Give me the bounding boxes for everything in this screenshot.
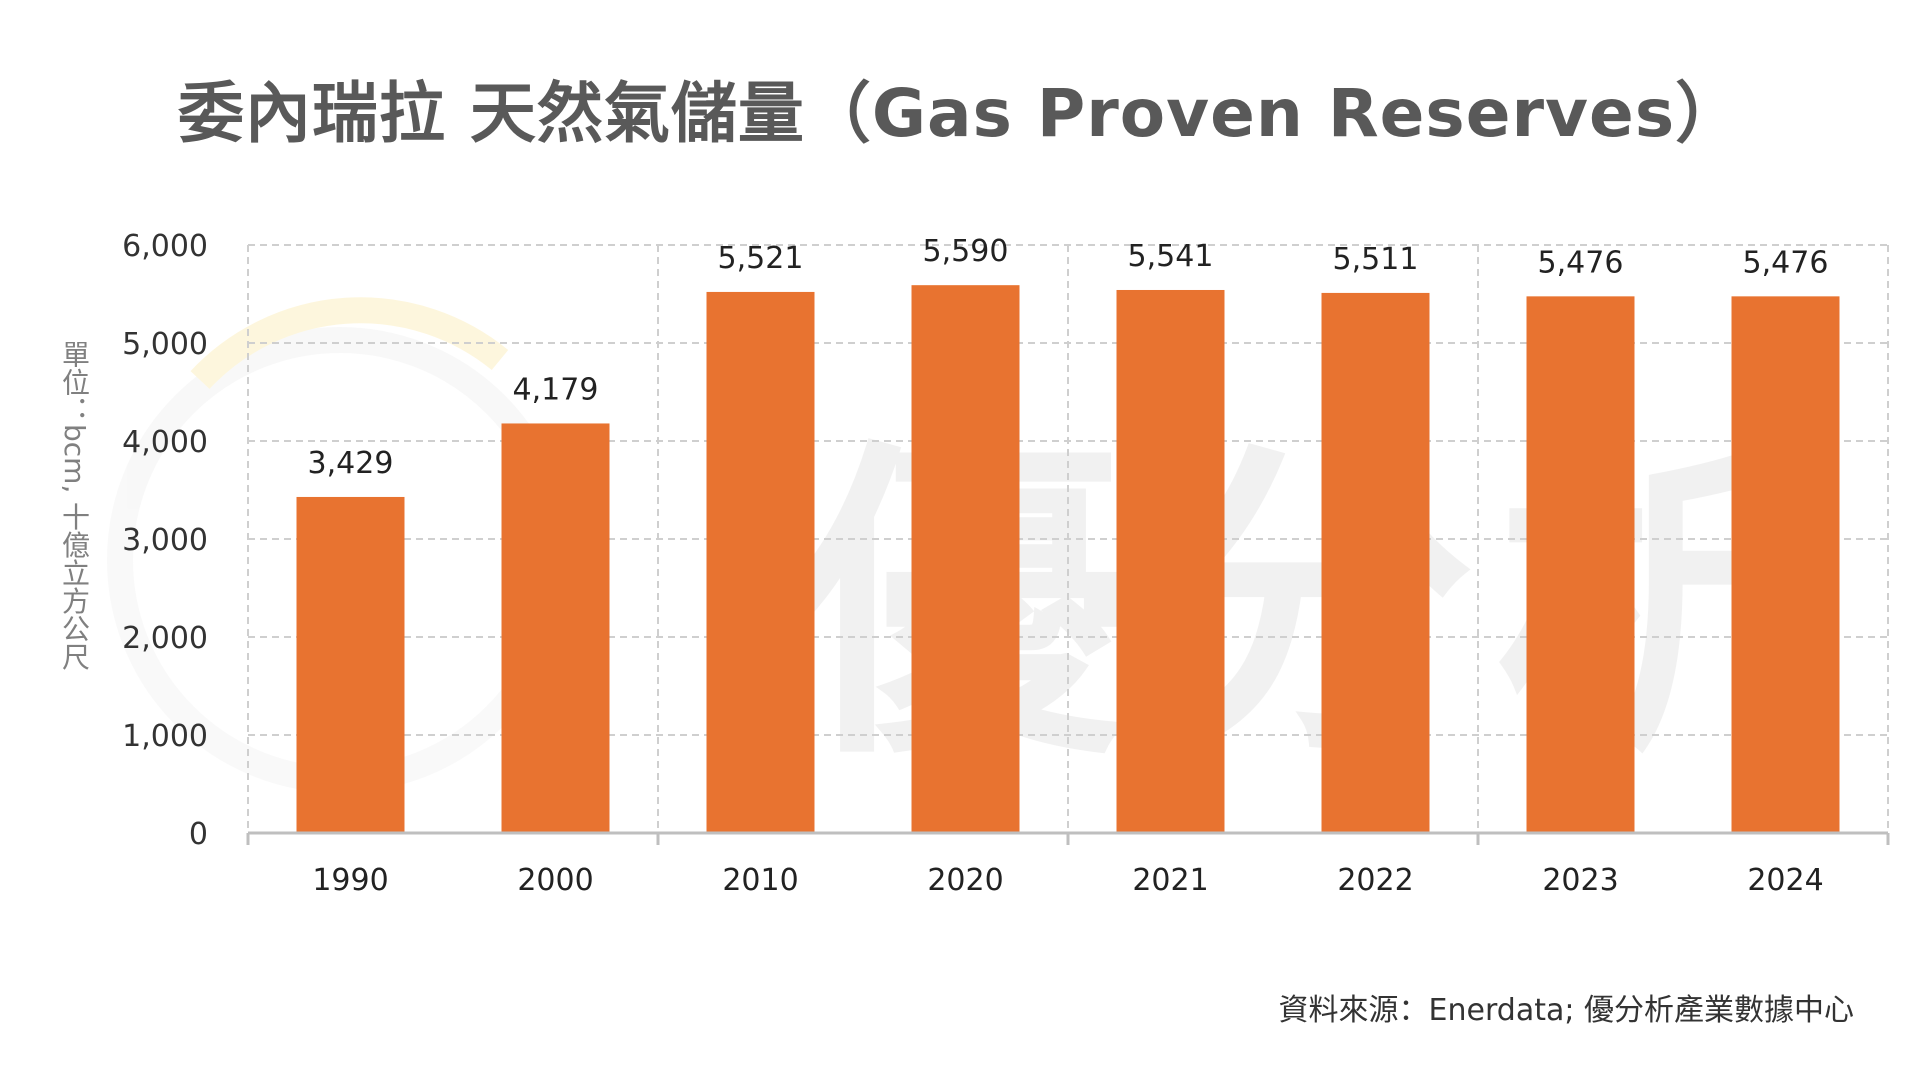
x-tick-label: 2022	[1337, 863, 1413, 898]
bar-1990	[296, 496, 405, 833]
bar-2000	[501, 423, 610, 833]
data-label-2024: 5,476	[1743, 245, 1829, 280]
data-label-2021: 5,541	[1128, 239, 1214, 274]
bar-2021	[1116, 289, 1225, 833]
x-tick-label: 2020	[927, 863, 1003, 898]
data-label-2000: 4,179	[513, 372, 599, 407]
x-tick-label: 2021	[1132, 863, 1208, 898]
x-tick-label: 2024	[1747, 863, 1823, 898]
data-label-2022: 5,511	[1333, 242, 1419, 277]
bar-2020	[911, 285, 1020, 833]
y-tick-label: 0	[189, 817, 208, 852]
axes: 0 1,000 2,000 3,000 4,000 5,000 6,000 1990 2000 2…	[122, 229, 1890, 898]
watermark-arc-accent	[190, 297, 509, 389]
data-label-2010: 5,521	[718, 241, 804, 276]
bar-2024	[1731, 296, 1840, 833]
data-label-2023: 5,476	[1538, 245, 1624, 280]
x-tick-label: 2023	[1542, 863, 1618, 898]
grid-lines	[247, 244, 1889, 833]
x-tick-label: 1990	[312, 863, 388, 898]
bar-2023	[1526, 296, 1635, 833]
data-label-1990: 3,429	[308, 446, 394, 481]
x-tick-label: 2010	[722, 863, 798, 898]
y-tick-label: 3,000	[122, 523, 208, 558]
chart-title: 委內瑞拉 天然氣儲量（Gas Proven Reserves）	[177, 75, 1743, 152]
y-tick-label: 1,000	[122, 719, 208, 754]
data-label-2020: 5,590	[923, 234, 1009, 269]
x-tick-label: 2000	[517, 863, 593, 898]
bars: 3,429 4,179 5,521 5,590 5,541 5,511 5,476 5,476	[296, 234, 1840, 833]
y-tick-label: 5,000	[122, 327, 208, 362]
bar-2022	[1321, 292, 1430, 833]
y-tick-label: 2,000	[122, 621, 208, 656]
source-note: 資料來源：Enerdata; 優分析產業數據中心	[1278, 993, 1854, 1028]
y-tick-label: 6,000	[122, 229, 208, 264]
y-axis-label: 單位：bcm, 十億立方公尺	[58, 340, 91, 671]
bar-2010	[706, 291, 815, 833]
y-tick-label: 4,000	[122, 425, 208, 460]
